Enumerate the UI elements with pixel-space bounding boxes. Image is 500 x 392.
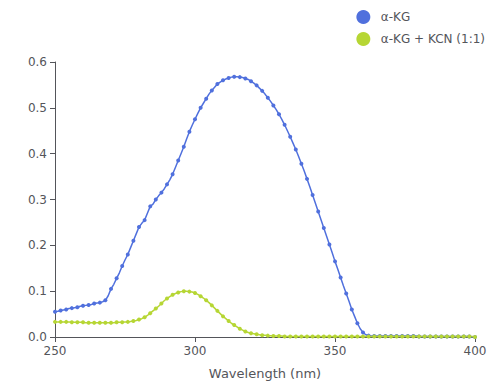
svg-text:0.5: 0.5	[28, 101, 47, 115]
svg-text:Wavelength (nm): Wavelength (nm)	[209, 366, 321, 381]
svg-text:300: 300	[184, 344, 207, 358]
svg-text:α-KG + KCN (1:1): α-KG + KCN (1:1)	[381, 32, 485, 46]
svg-text:α-KG: α-KG	[381, 10, 410, 24]
svg-text:0.4: 0.4	[28, 147, 47, 161]
svg-text:0.2: 0.2	[28, 238, 47, 252]
svg-text:0.6: 0.6	[28, 55, 47, 69]
svg-text:0.1: 0.1	[28, 284, 47, 298]
svg-text:0.3: 0.3	[28, 193, 47, 207]
svg-text:250: 250	[44, 344, 67, 358]
svg-text:400: 400	[464, 344, 487, 358]
svg-text:0.0: 0.0	[28, 330, 47, 344]
svg-text:350: 350	[324, 344, 347, 358]
